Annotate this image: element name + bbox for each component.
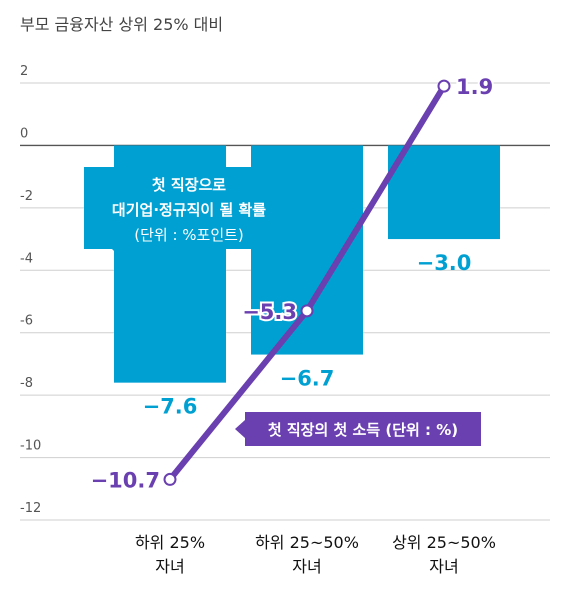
x-tick-label: 자녀 bbox=[155, 557, 184, 576]
bar-annotation-line: (단위 : %포인트) bbox=[134, 226, 244, 244]
y-tick-label: -8 bbox=[20, 376, 33, 391]
bar bbox=[388, 145, 500, 240]
y-tick-label: -10 bbox=[20, 439, 41, 454]
line-value-label: 1.9 bbox=[456, 75, 493, 99]
line-annotation-text: 첫 직장의 첫 소득 (단위 : %) bbox=[268, 421, 458, 439]
x-tick-label: 상위 25~50% bbox=[392, 533, 496, 552]
y-tick-label: -12 bbox=[20, 501, 41, 516]
line-layer bbox=[163, 79, 451, 486]
bar-value-label: −6.7 bbox=[280, 367, 335, 391]
line-point bbox=[437, 79, 451, 93]
y-tick-label: 2 bbox=[20, 64, 28, 79]
line-point bbox=[300, 304, 314, 318]
y-tick-label: 0 bbox=[20, 126, 28, 141]
line-value-label: −10.7 bbox=[91, 468, 160, 492]
bar-annotation-line: 대기업·정규직이 될 확률 bbox=[112, 201, 266, 219]
line-value-label: −5.3 bbox=[242, 300, 297, 324]
y-tick-label: -6 bbox=[20, 314, 33, 329]
x-tick-label: 자녀 bbox=[429, 557, 458, 576]
bar-annotation-pointer bbox=[112, 249, 128, 257]
bar-value-label: −3.0 bbox=[417, 251, 472, 275]
y-tick-label: -2 bbox=[20, 189, 33, 204]
bar-value-label: −7.6 bbox=[143, 395, 198, 419]
line-annotation-box bbox=[245, 412, 481, 446]
line-annotation-pointer bbox=[235, 420, 245, 438]
label-layer: −7.6 −6.7 −3.0 −10.7 −5.3 1.9 하위 25% 자녀 하위 25~50… bbox=[89, 73, 496, 576]
x-tick-label: 하위 25% bbox=[135, 533, 205, 552]
y-tick-label: -4 bbox=[20, 251, 33, 266]
line-point bbox=[163, 472, 177, 486]
x-tick-label: 자녀 bbox=[292, 557, 321, 576]
bar-annotation-line: 첫 직장으로 bbox=[152, 176, 226, 194]
x-tick-label: 하위 25~50% bbox=[255, 533, 359, 552]
bar-annotation-box bbox=[84, 167, 294, 249]
chart-title: 부모 금융자산 상위 25% 대비 bbox=[20, 15, 223, 34]
